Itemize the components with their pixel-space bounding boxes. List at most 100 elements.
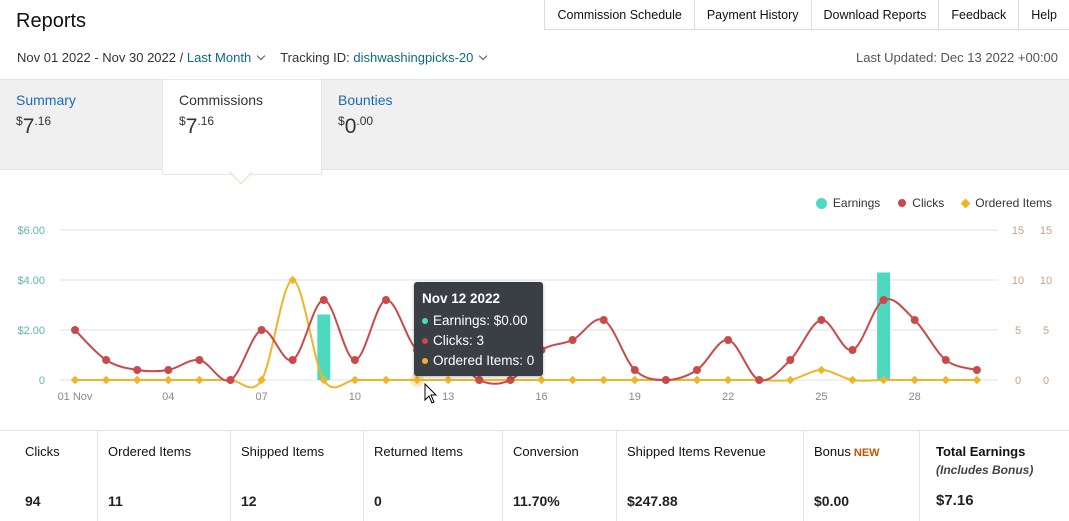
clicks-point <box>350 356 359 364</box>
ordered-items-point <box>723 375 733 385</box>
ordered-items-point <box>257 375 266 385</box>
y-right-tick-label: 15 <box>1040 225 1052 237</box>
stat-returned-label: Returned Items <box>374 444 463 459</box>
tracking-id-value: dishwashingpicks-20 <box>353 50 474 65</box>
ordered-items-point <box>879 375 888 385</box>
stat-clicks-label: Clicks <box>25 444 60 459</box>
ordered-items-point <box>972 375 982 385</box>
clicks-point <box>693 366 701 374</box>
earnings-bar <box>317 314 331 380</box>
stat-clicks-value: 94 <box>25 493 41 509</box>
legend-ordered-items[interactable]: Ordered Items <box>960 196 1052 210</box>
clicks-point <box>568 336 577 344</box>
stat-ordered-items: Ordered Items 11 <box>98 431 231 521</box>
clicks-point <box>786 356 795 364</box>
earnings-chart: $6.00 $4.00 $2.00 0 15 15 10 10 5 5 0 0 01 Nov 04 07 10… <box>17 225 1052 403</box>
ordered-items-point <box>381 375 391 385</box>
stat-bonus-value: $0.00 <box>814 493 850 509</box>
stat-clicks: Clicks 94 <box>0 431 98 521</box>
y-right-tick-label: 0 <box>1043 375 1049 387</box>
date-range-dropdown[interactable]: Nov 01 2022 - Nov 30 2022 / Last Month <box>17 50 272 65</box>
hover-highlight <box>410 373 425 387</box>
y-right-tick-label: 5 <box>1043 325 1049 337</box>
y-right-tick-label: 10 <box>1012 275 1024 287</box>
chart-tooltip: Nov 12 2022 Earnings: $0.00 Clicks: 3 Or… <box>414 282 543 376</box>
clicks-point <box>382 296 390 304</box>
date-range-text: Nov 01 2022 - Nov 30 2022 / <box>17 50 184 65</box>
clicks-dot-icon <box>422 338 428 344</box>
clicks-point <box>133 366 142 374</box>
clicks-point <box>257 326 266 334</box>
ordered-items-point <box>568 375 577 385</box>
y-left-tick-label: $2.00 <box>17 325 45 337</box>
ordered-items-point <box>319 375 329 385</box>
stat-returned-value: 0 <box>374 493 382 509</box>
ordered-items-point <box>630 375 640 385</box>
ordered-dot-icon <box>422 358 428 364</box>
mouse-pointer-icon <box>424 383 438 404</box>
clicks-point <box>195 356 204 364</box>
stat-returned-items: Returned Items 0 <box>364 431 503 521</box>
clicks-point <box>599 316 608 324</box>
tooltip-ordered-row: Ordered Items: 0 <box>422 351 535 371</box>
ordered-items-point <box>164 375 173 385</box>
nav-payment-history[interactable]: Payment History <box>693 0 811 29</box>
x-tick-label: 16 <box>535 391 547 403</box>
date-preset-link: Last Month <box>186 50 252 65</box>
tab-summary[interactable]: Summary $7.16 <box>0 80 163 171</box>
y-right-tick-label: 0 <box>1015 375 1021 387</box>
nav-commission-schedule[interactable]: Commission Schedule <box>544 0 693 29</box>
legend-clicks[interactable]: Clicks <box>898 196 944 210</box>
earnings-dot-icon <box>815 197 827 209</box>
stat-ordered-value: 11 <box>108 493 123 509</box>
earnings-dot-icon <box>422 318 428 324</box>
x-tick-label: 28 <box>909 391 921 403</box>
earnings-bar <box>877 272 891 380</box>
chart-legend: Earnings Clicks Ordered Items <box>815 196 1052 210</box>
clicks-point <box>972 366 981 374</box>
stat-revenue-value: $247.88 <box>627 493 678 509</box>
clicks-point <box>879 296 888 304</box>
nav-download-reports[interactable]: Download Reports <box>810 0 939 29</box>
page-title: Reports <box>16 10 87 32</box>
x-tick-label: 22 <box>722 391 734 403</box>
tracking-id-dropdown[interactable]: Tracking ID: dishwashingpicks-20 <box>280 50 494 65</box>
y-right-tick-label: 5 <box>1015 325 1021 337</box>
x-tick-label: 10 <box>349 391 361 403</box>
ordered-items-point <box>599 375 608 385</box>
last-updated: Last Updated: Dec 13 2022 +00:00 <box>855 50 1058 65</box>
clicks-point <box>755 376 764 384</box>
summary-tabs: Summary $7.16 Commissions $7.16 Bounties… <box>0 79 1069 174</box>
ordered-items-point <box>70 375 80 385</box>
stat-shipped-revenue: Shipped Items Revenue $247.88 <box>617 431 804 521</box>
clicks-point <box>661 376 670 384</box>
clicks-point <box>102 356 111 364</box>
clicks-point <box>288 356 297 364</box>
filter-bar: Nov 01 2022 - Nov 30 2022 / Last Month T… <box>17 50 494 65</box>
clicks-point <box>475 376 484 384</box>
tooltip-clicks-row: Clicks: 3 <box>422 331 535 351</box>
x-tick-label: 25 <box>815 391 827 403</box>
tab-bounties[interactable]: Bounties $0.00 <box>322 80 482 171</box>
tab-commissions[interactable]: Commissions $7.16 <box>163 80 321 174</box>
ordered-items-point <box>132 375 142 385</box>
x-tick-label: 07 <box>255 391 267 403</box>
legend-earnings[interactable]: Earnings <box>815 196 880 210</box>
new-badge: NEW <box>853 447 880 459</box>
nav-help[interactable]: Help <box>1018 0 1069 29</box>
stat-total-earnings: Total Earnings (Includes Bonus) $7.16 <box>920 431 1069 521</box>
stat-shipped-value: 12 <box>241 493 257 509</box>
x-tick-label: 01 Nov <box>58 391 93 403</box>
tab-bounties-amount: $0.00 <box>338 114 374 138</box>
legend-ordered-label: Ordered Items <box>975 196 1052 210</box>
y-right-tick-label: 15 <box>1012 225 1024 237</box>
stat-bonus-label: Bonus NEW <box>814 444 880 459</box>
clicks-point <box>724 336 733 344</box>
stat-revenue-label: Shipped Items Revenue <box>627 444 766 459</box>
clicks-point <box>319 296 328 304</box>
nav-feedback[interactable]: Feedback <box>938 0 1018 29</box>
x-tick-label: 04 <box>162 391 174 403</box>
stat-ordered-label: Ordered Items <box>108 444 192 459</box>
ordered-items-point <box>941 375 951 385</box>
tab-commissions-label: Commissions <box>179 92 264 108</box>
